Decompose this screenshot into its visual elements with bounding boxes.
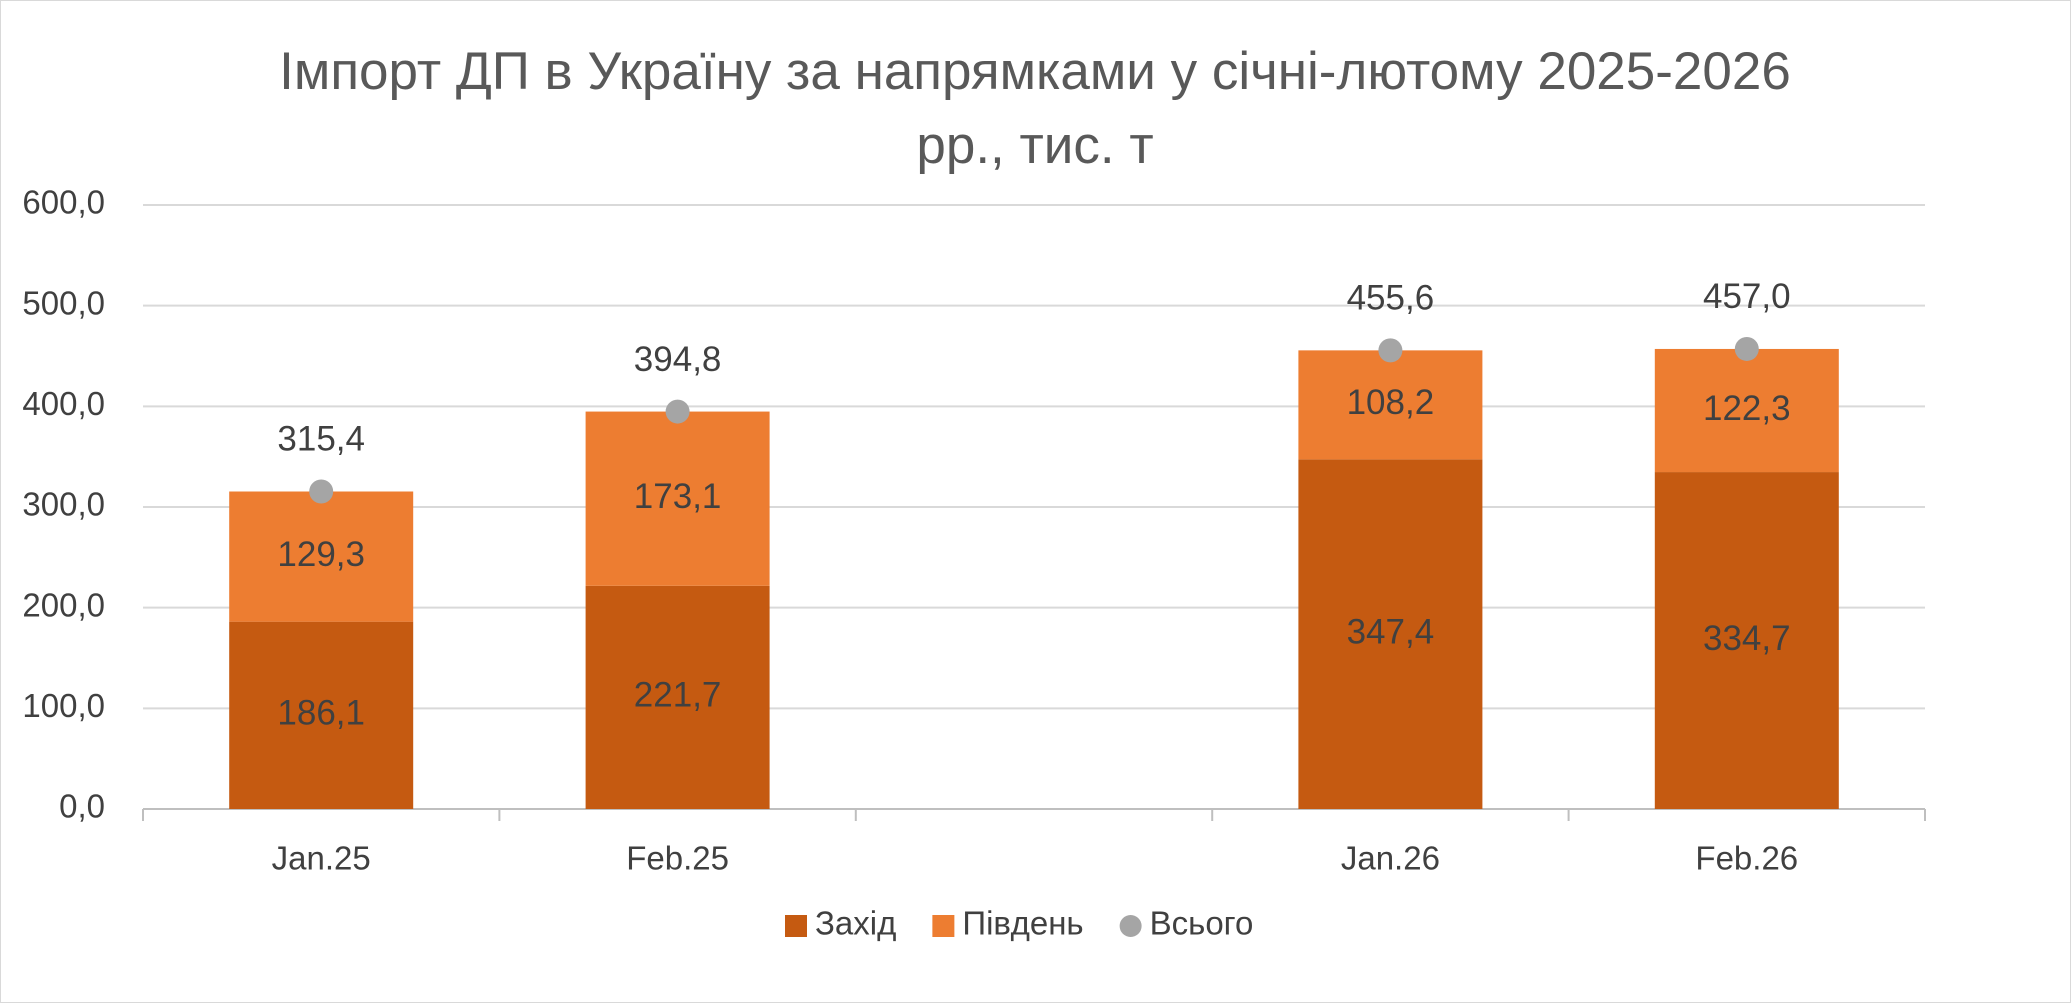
bar-segment [585,411,770,586]
bar-label: 334,7 [1703,619,1791,658]
bar-label: 347,4 [1347,612,1435,651]
total-label: 315,4 [277,420,365,459]
bar-label: 129,3 [277,535,365,574]
total-dot [1734,336,1759,361]
bar-segment [1654,472,1839,809]
legend-marker [785,915,807,937]
legend-label: Захід [815,905,896,942]
bar-segment [1654,348,1839,473]
total-dot [1378,338,1403,363]
y-tick-label: 200,0 [22,586,105,623]
legend-marker [1119,915,1142,937]
y-tick-label: 300,0 [22,486,105,523]
bar-segment [229,491,414,622]
total-label: 394,8 [634,340,722,379]
bar-label: 122,3 [1703,389,1791,428]
x-tick-label: Feb.25 [626,840,729,877]
y-tick-label: 500,0 [22,284,105,321]
bar-segment [585,585,770,809]
y-tick-label: 600,0 [22,184,105,221]
bar-label: 221,7 [634,676,722,715]
y-tick-label: 400,0 [22,385,105,422]
total-dot [309,479,334,504]
x-tick-label: Jan.26 [1341,840,1440,877]
legend-label: Всього [1150,905,1254,942]
bar-label: 108,2 [1347,383,1435,422]
y-tick-label: 0,0 [59,788,105,825]
x-tick-label: Feb.26 [1695,840,1798,877]
bar-segment [1298,459,1483,809]
bar-segment [229,621,414,809]
bar-label: 186,1 [277,694,365,733]
total-label: 455,6 [1347,279,1435,318]
legend-label: Південь [962,905,1083,942]
legend-marker [932,915,955,937]
chart-title: Імпорт ДП в Україну за напрямками у січн… [279,42,1791,175]
total-label: 457,0 [1703,277,1791,316]
total-dot [665,399,690,424]
bar-segment [1298,350,1483,460]
x-tick-label: Jan.25 [272,840,371,877]
bar-label: 173,1 [634,477,722,516]
y-tick-label: 100,0 [22,687,105,724]
